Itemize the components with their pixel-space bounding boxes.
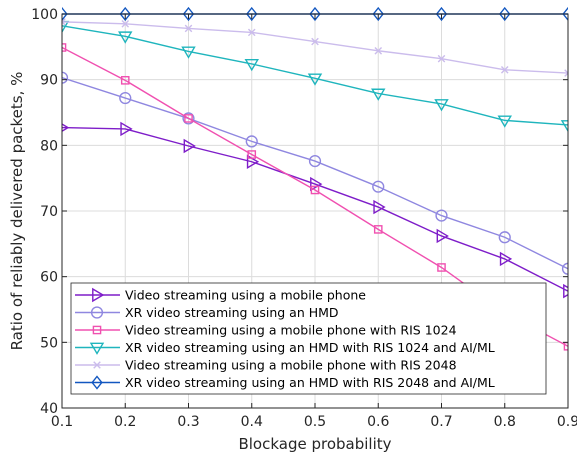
y-tick-label: 80 [40, 138, 58, 154]
data-point [435, 209, 448, 222]
data-point [247, 150, 257, 159]
data-point [437, 54, 446, 63]
legend-marker [92, 325, 102, 335]
y-tick-label: 60 [40, 270, 58, 286]
data-point [372, 6, 384, 22]
data-point [564, 69, 568, 77]
data-point [308, 154, 322, 168]
data-point [563, 283, 568, 299]
legend-marker [90, 306, 104, 319]
data-point [434, 99, 449, 112]
data-point [119, 6, 131, 22]
x-tick-label: 0.6 [367, 414, 389, 430]
data-point [62, 123, 70, 132]
data-point [309, 6, 321, 22]
data-point [184, 114, 193, 123]
data-point [62, 6, 68, 22]
x-tick-label: 0.1 [51, 414, 73, 430]
data-point [374, 46, 383, 55]
data-point [499, 6, 511, 22]
data-point [373, 225, 383, 234]
data-point [498, 231, 511, 244]
data-point [181, 46, 196, 59]
data-point [62, 18, 66, 26]
x-tick-label: 0.8 [494, 414, 516, 430]
x-tick-label: 0.3 [177, 414, 199, 430]
legend-box [70, 282, 547, 395]
data-point [372, 180, 385, 193]
legend-label: XR video streaming using an HMD with RIS… [125, 375, 495, 390]
data-point [118, 31, 133, 44]
data-point [247, 28, 256, 37]
legend-label: Video streaming using a mobile phone wit… [125, 323, 457, 338]
data-point [436, 228, 449, 244]
y-tick-label: 90 [40, 73, 58, 89]
data-point [497, 115, 512, 128]
legend-label: Video streaming using a mobile phone [125, 288, 366, 303]
y-tick-label: 100 [31, 7, 58, 23]
data-point [373, 199, 386, 215]
data-point [246, 6, 258, 22]
legend: Video streaming using a mobile phone XR v… [70, 282, 547, 395]
data-point [62, 20, 70, 34]
x-axis-title: Blockage probability [238, 435, 391, 453]
data-point [435, 6, 448, 22]
series-5 [62, 18, 568, 77]
data-point [184, 24, 193, 33]
legend-label: Video streaming using a mobile phone wit… [125, 358, 457, 373]
series-line [62, 126, 568, 292]
data-point [121, 20, 130, 28]
x-tick-label: 0.9 [557, 414, 577, 430]
y-tick-label: 50 [40, 335, 58, 351]
data-point [371, 88, 386, 101]
data-point [182, 112, 195, 125]
data-point [244, 59, 259, 72]
data-point [563, 341, 568, 351]
x-tick-label: 0.4 [241, 414, 263, 430]
x-tick-label: 0.5 [304, 414, 326, 430]
legend-label: XR video streaming using an HMD [125, 305, 339, 320]
y-axis-title: Ratio of reliably delivered packets, % [8, 72, 26, 351]
data-point [62, 71, 69, 84]
data-point [560, 120, 568, 133]
data-point [437, 263, 446, 272]
data-point [562, 6, 568, 22]
data-point [182, 6, 195, 22]
legend-marker [93, 361, 101, 369]
data-point [311, 37, 319, 46]
data-point [310, 185, 320, 195]
x-tick-label: 0.2 [114, 414, 136, 430]
legend-marker [92, 287, 105, 303]
series-line [62, 25, 568, 126]
data-point [119, 91, 132, 105]
data-point [120, 76, 130, 85]
series-2 [62, 71, 568, 275]
data-point [499, 251, 513, 267]
y-tick-label: 40 [40, 401, 58, 417]
data-point [245, 135, 258, 148]
x-tick-label: 0.7 [430, 414, 452, 430]
y-tick-label: 70 [40, 204, 58, 220]
legend-label: XR video streaming using an HMD with RIS… [125, 340, 495, 355]
series-4 [62, 20, 568, 133]
data-point [120, 121, 133, 137]
data-point [183, 138, 196, 154]
data-point [500, 66, 509, 74]
axis-ticks: 0.1 0.2 0.3 0.4 0.5 0.6 0.7 0.8 0.9 40 50 60 70 80 90 1… [31, 7, 577, 430]
data-point [307, 73, 323, 86]
legend-marker [89, 342, 105, 355]
legend-marker [91, 375, 103, 390]
series-line [62, 77, 568, 270]
